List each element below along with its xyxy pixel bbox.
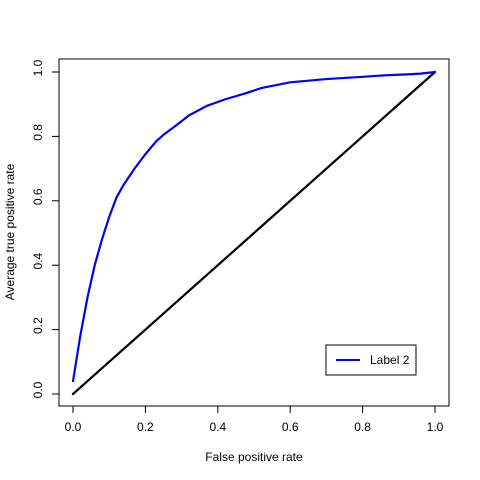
y-tick-label: 0.0 bbox=[31, 381, 45, 398]
x-tick-label: 0.2 bbox=[137, 420, 154, 434]
y-axis-label: Average true positive rate bbox=[3, 163, 17, 300]
series-line-label-2 bbox=[71, 70, 437, 383]
x-tick-label: 0.4 bbox=[209, 420, 226, 434]
series-layer bbox=[71, 70, 437, 396]
x-axis-label: False positive rate bbox=[205, 450, 303, 464]
x-tick-label: 0.8 bbox=[354, 420, 371, 434]
plot-frame bbox=[58, 58, 450, 407]
y-tick-label: 1.0 bbox=[31, 59, 45, 76]
legend: Label 2 bbox=[325, 344, 417, 376]
y-tick-label: 0.2 bbox=[31, 317, 45, 334]
y-tick-label: 0.4 bbox=[31, 253, 45, 270]
y-axis: 0.0 0.2 0.4 0.6 0.8 1.0 bbox=[31, 59, 59, 398]
legend-box bbox=[325, 344, 417, 376]
x-axis: 0.0 0.2 0.4 0.6 0.8 1.0 bbox=[65, 406, 444, 434]
y-tick-label: 0.8 bbox=[31, 124, 45, 141]
diagonal-reference-line bbox=[71, 70, 437, 396]
legend-label: Label 2 bbox=[370, 353, 410, 367]
x-tick-label: 0.0 bbox=[65, 420, 82, 434]
x-tick-label: 1.0 bbox=[427, 420, 444, 434]
x-tick-label: 0.6 bbox=[282, 420, 299, 434]
y-tick-label: 0.6 bbox=[31, 188, 45, 205]
